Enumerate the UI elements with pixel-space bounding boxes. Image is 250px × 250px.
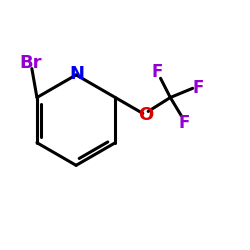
Text: Br: Br [20, 54, 42, 72]
Text: F: F [193, 79, 204, 97]
Text: N: N [70, 65, 85, 83]
Text: F: F [178, 114, 190, 132]
Text: O: O [138, 106, 153, 124]
Text: F: F [151, 63, 162, 81]
